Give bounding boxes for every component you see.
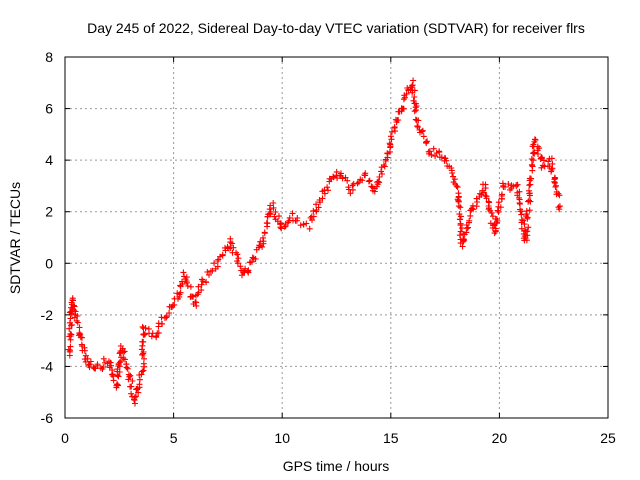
- chart-title: Day 245 of 2022, Sidereal Day-to-day VTE…: [87, 20, 585, 36]
- x-tick-label: 10: [274, 430, 290, 446]
- y-tick-label: -4: [41, 358, 54, 374]
- y-tick-label: 4: [45, 152, 53, 168]
- x-tick-label: 25: [600, 430, 616, 446]
- y-tick-label: 2: [45, 204, 53, 220]
- y-tick-label: 0: [45, 255, 53, 271]
- y-tick-label: -2: [41, 307, 54, 323]
- axis-ticks: [64, 56, 609, 419]
- x-tick-label: 0: [61, 430, 69, 446]
- x-tick-label: 20: [492, 430, 508, 446]
- x-tick-label: 5: [170, 430, 178, 446]
- y-tick-label: 8: [45, 49, 53, 65]
- y-tick-label: 6: [45, 101, 53, 117]
- tick-labels: 0 5 10 15 20 25 -6 -4 -2 0 2 4 6 8: [41, 49, 616, 446]
- x-tick-label: 15: [383, 430, 399, 446]
- x-axis-label: GPS time / hours: [283, 458, 390, 474]
- data-points: [65, 77, 563, 407]
- grid-lines: [65, 57, 608, 418]
- y-tick-label: -6: [41, 410, 54, 426]
- y-axis-label: SDTVAR / TECUs: [7, 182, 23, 294]
- plot-frame: [64, 56, 609, 419]
- data-markers: [65, 77, 563, 407]
